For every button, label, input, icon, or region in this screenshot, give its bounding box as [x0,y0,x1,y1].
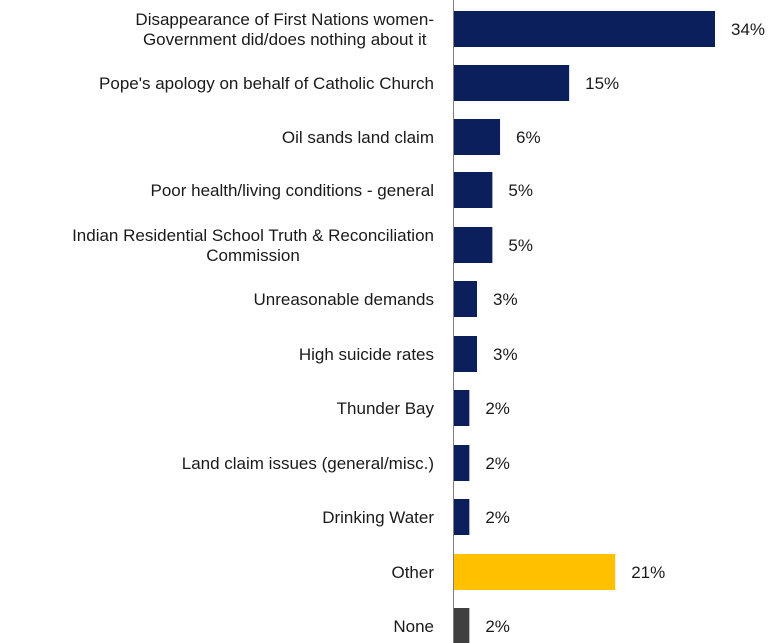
category-label-11: None [393,617,434,636]
bar-11 [454,608,470,643]
value-label-11: 2% [485,617,510,636]
category-label-2: Oil sands land claim [282,128,434,147]
bar-6 [454,336,478,372]
value-label-1: 15% [585,74,619,93]
bar-0 [454,11,715,47]
value-label-10: 21% [631,563,665,582]
value-label-0: 34% [731,20,765,39]
value-label-7: 2% [485,399,510,418]
value-label-4: 5% [508,236,533,255]
bar-9 [454,499,470,535]
value-label-8: 2% [485,454,510,473]
category-label-0: Disappearance of First Nations women-Gov… [135,10,434,49]
category-label-7: Thunder Bay [337,399,435,418]
category-label-1: Pope's apology on behalf of Catholic Chu… [99,74,434,93]
value-label-6: 3% [493,345,518,364]
category-label-5: Unreasonable demands [253,290,434,309]
bar-8 [454,445,470,481]
category-label-3: Poor health/living conditions - general [150,181,434,200]
bar-7 [454,390,470,426]
value-label-2: 6% [516,128,541,147]
bar-10 [454,554,616,590]
value-label-5: 3% [493,290,518,309]
bar-4 [454,227,493,263]
category-label-4: Indian Residential School Truth & Reconc… [72,226,434,265]
category-label-8: Land claim issues (general/misc.) [182,454,434,473]
bar-1 [454,65,570,101]
category-label-10: Other [391,563,434,582]
value-label-9: 2% [485,508,510,527]
bar-5 [454,281,478,317]
bar-2 [454,119,501,155]
category-label-9: Drinking Water [322,508,434,527]
value-label-3: 5% [508,181,533,200]
bar-3 [454,172,493,208]
category-label-6: High suicide rates [299,345,434,364]
